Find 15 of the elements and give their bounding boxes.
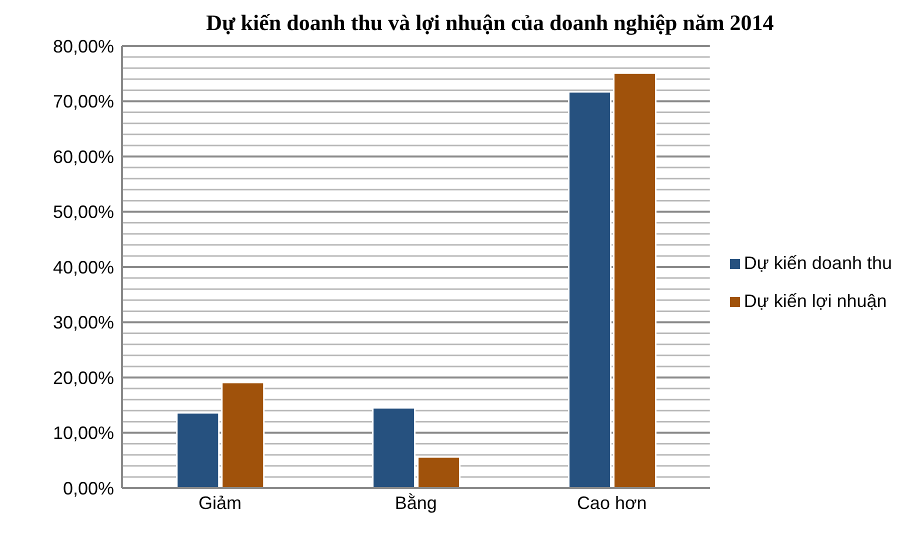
legend-label: Dự kiến doanh thu: [744, 253, 892, 273]
y-tick-label: 80,00%: [52, 36, 114, 56]
chart-title: Dự kiến doanh thu và lợi nhuận của doanh nghiệp năm 2014: [205, 9, 775, 37]
y-tick-label: 10,00%: [52, 423, 114, 444]
y-tick-label: 20,00%: [52, 368, 114, 388]
y-tick-label: 50,00%: [52, 202, 114, 222]
y-tick-label: 70,00%: [52, 92, 114, 112]
y-tick-label: 0,00%: [62, 478, 114, 498]
y-tick-label: 40,00%: [52, 257, 114, 278]
x-tick-label: Giảm: [198, 492, 242, 513]
x-tick-label: Cao hơn: [576, 492, 647, 513]
y-tick-label: 60,00%: [52, 146, 114, 167]
y-tick-label: 30,00%: [52, 312, 114, 333]
x-tick-label: Bằng: [394, 492, 437, 513]
legend-label: Dự kiến lợi nhuận: [744, 291, 887, 311]
